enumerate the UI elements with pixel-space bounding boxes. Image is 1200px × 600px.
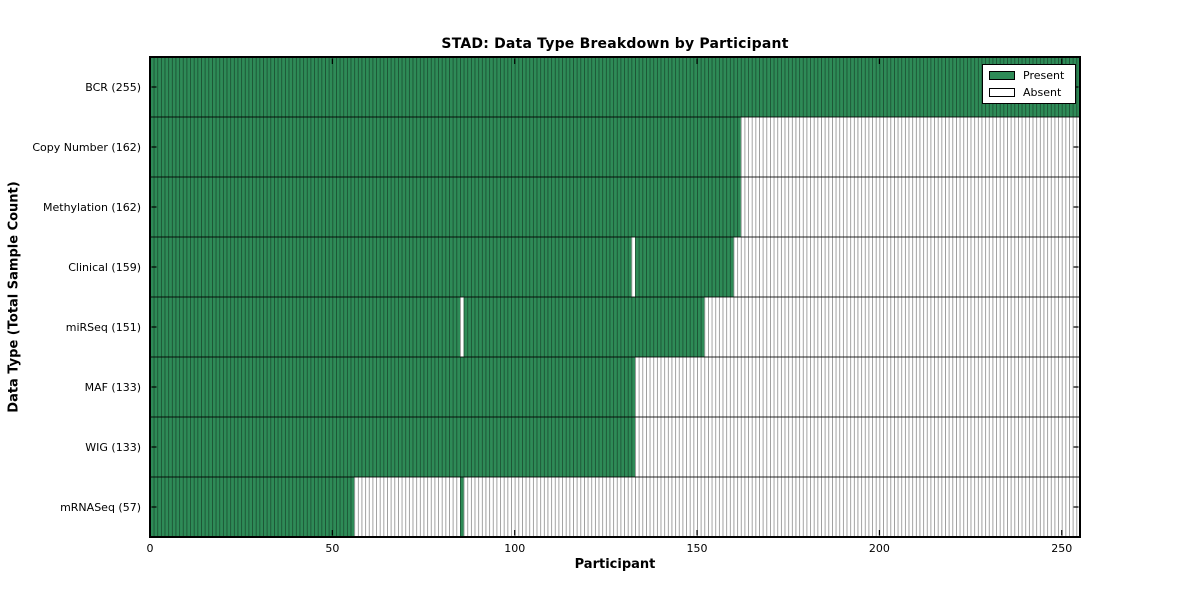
legend-swatch-absent-icon (989, 88, 1015, 97)
row-bar-edges (150, 477, 1080, 537)
y-tick-label-wig: WIG (133) (85, 441, 141, 454)
row-maf (150, 356, 1080, 417)
y-tick-label-methylation: Methylation (162) (43, 201, 141, 214)
row-clinical (150, 236, 1080, 297)
row-bar-edges (150, 357, 1080, 417)
x-tick-label: 0 (147, 542, 154, 555)
row-bcr (150, 57, 1080, 117)
legend-swatch-present-icon (989, 71, 1015, 80)
x-tick-label: 200 (869, 542, 890, 555)
row-bar-edges (150, 57, 1080, 117)
x-tick-label: 150 (687, 542, 708, 555)
row-copy-number (150, 116, 1080, 177)
legend-label-present: Present (1023, 69, 1065, 82)
legend-entry-present: Present (989, 70, 1069, 81)
row-bar-edges (150, 177, 1080, 237)
chart-title: STAD: Data Type Breakdown by Participant (441, 36, 789, 52)
x-tick-label: 100 (504, 542, 525, 555)
y-tick-label-mirseq: miRSeq (151) (66, 321, 141, 334)
y-tick-label-mrnaseq: mRNASeq (57) (60, 501, 141, 514)
row-bar-edges (150, 417, 1080, 477)
x-tick-label: 250 (1051, 542, 1072, 555)
y-tick-label-maf: MAF (133) (85, 381, 141, 394)
plot-border (149, 56, 1081, 538)
y-tick-label-clinical: Clinical (159) (68, 261, 141, 274)
legend-entry-absent: Absent (989, 87, 1069, 98)
y-tick-label-bcr: BCR (255) (85, 81, 141, 94)
row-methylation (150, 176, 1080, 237)
legend-label-absent: Absent (1023, 86, 1062, 99)
row-bar-edges (150, 117, 1080, 177)
row-mrnaseq (150, 476, 1080, 537)
row-wig (150, 416, 1080, 477)
row-bar-edges (150, 297, 1080, 357)
row-bar-edges (150, 237, 1080, 297)
y-tick-label-copy-number: Copy Number (162) (32, 141, 141, 154)
legend: Present Absent (982, 64, 1076, 104)
x-tick-label: 50 (325, 542, 339, 555)
row-mirseq (150, 296, 1080, 357)
x-axis-title: Participant (574, 557, 656, 572)
